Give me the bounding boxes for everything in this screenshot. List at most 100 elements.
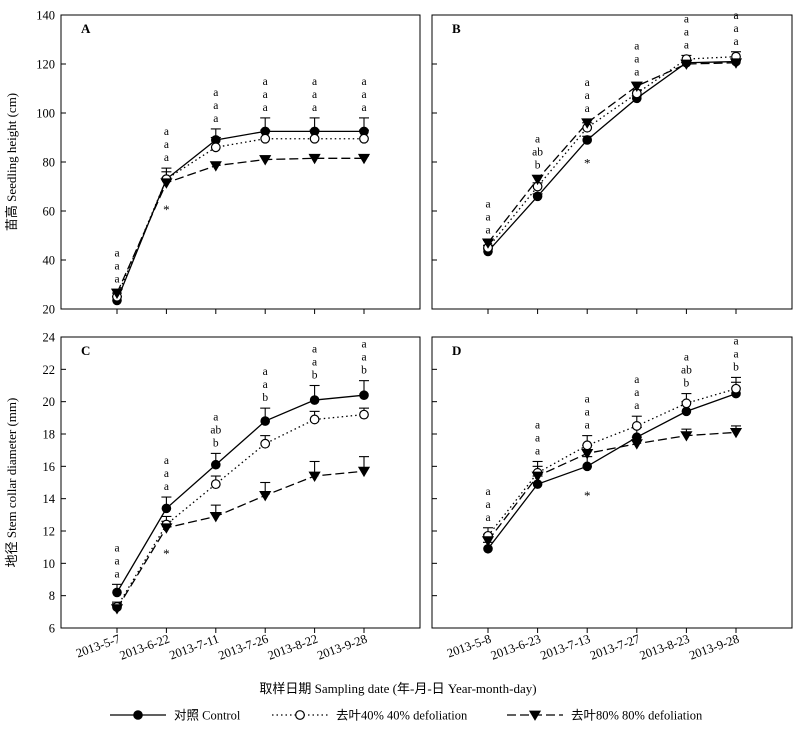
significance-letter: a (164, 468, 169, 480)
significance-letter: a (164, 455, 169, 467)
significance-letter: ab (681, 365, 692, 377)
data-point (260, 438, 271, 449)
significance-letter: a (361, 352, 366, 364)
panel-a: A 20 40 60 80 100 120 140 苗高 Seedling height (cm… (4, 9, 421, 317)
x-tick-label: 2013-7-13 (539, 632, 593, 663)
data-point (359, 133, 369, 144)
data-point (160, 523, 173, 534)
significance-letter: a (114, 542, 119, 554)
data-point (110, 288, 124, 300)
x-tick-label: 2013-6-22 (118, 632, 172, 663)
data-point (630, 81, 643, 92)
data-point (308, 153, 321, 165)
significance-letter: b (361, 365, 367, 377)
y-tick-label: 20 (43, 395, 56, 409)
panel-d: D2013-5-82013-6-232013-7-132013-7-272013… (431, 335, 793, 663)
significance-letter: a (485, 198, 490, 210)
significance-letter: a (733, 335, 738, 347)
x-tick-label: 2013-9-28 (315, 632, 369, 663)
x-tick-label: 2013-6-23 (489, 632, 543, 663)
significance-letter: a (634, 400, 639, 412)
y-axis-title: 苗高 Seedling height (cm) (4, 93, 19, 231)
significance-letter: a (361, 76, 366, 88)
significance-letter: a (164, 481, 169, 493)
significance-letter: a (585, 77, 590, 89)
significance-letter: a (361, 339, 366, 351)
legend: 对照 Control 去叶40% 40% defoliation 去叶80% 80%… (110, 709, 703, 723)
legend-swatch-marker (133, 710, 143, 720)
significance-letter: a (684, 26, 689, 38)
x-tick-label: 2013-7-27 (588, 632, 642, 663)
y-tick-label: 24 (43, 331, 56, 345)
data-point (680, 59, 693, 70)
data-point (110, 604, 124, 615)
significance-letter: a (634, 387, 639, 399)
legend-item: 去叶40% 40% defoliation (272, 709, 468, 723)
data-point (259, 155, 272, 166)
plot-frame (431, 336, 793, 629)
panel-letter: B (452, 21, 461, 36)
series-line (487, 60, 737, 252)
data-point (260, 133, 271, 144)
legend-swatch-marker (295, 710, 305, 720)
y-tick-label: 140 (36, 9, 55, 23)
data-point (309, 133, 320, 144)
significance-star: * (163, 202, 170, 217)
panels: A 20 40 60 80 100 120 140 苗高 Seedling height (cm… (4, 9, 793, 663)
data-point (531, 471, 544, 482)
data-point (260, 416, 271, 426)
y-tick-label: 20 (43, 303, 56, 317)
significance-letter: a (684, 39, 689, 51)
significance-letter: a (213, 87, 218, 99)
data-point (309, 414, 320, 425)
significance-letter: a (634, 53, 639, 65)
legend-swatch-marker (528, 710, 542, 721)
panel-letter: A (81, 21, 91, 36)
x-axis-title: 取样日期 Sampling date (年-月-日 Year-month-day… (259, 681, 536, 696)
legend-item: 去叶80% 80% defoliation (507, 709, 703, 723)
significance-letter: b (213, 437, 219, 449)
series-line (487, 431, 737, 542)
significance-letter: a (263, 366, 268, 378)
data-point (210, 142, 221, 153)
series-2 (483, 51, 741, 249)
series-line (487, 392, 737, 550)
significance-letter: a (312, 344, 317, 356)
data-point (359, 409, 369, 420)
significance-letter: a (263, 76, 268, 88)
significance-letter: a (114, 260, 119, 272)
y-axis-title: 地径 Stem collar diameter (mm) (4, 398, 19, 568)
data-point (481, 238, 495, 249)
y-tick-label: 100 (36, 107, 55, 121)
significance-letter: a (485, 499, 490, 511)
series-3 (483, 425, 741, 542)
data-point (729, 58, 743, 69)
significance-letter: a (263, 102, 268, 114)
significance-letter: a (485, 211, 490, 223)
legend-item: 对照 Control (110, 709, 241, 723)
significance-letter: a (114, 568, 119, 580)
significance-letter: a (164, 126, 169, 138)
series-line (116, 157, 364, 294)
significance-letter: a (535, 419, 540, 431)
data-point (681, 406, 692, 417)
y-tick-label: 120 (36, 58, 55, 72)
significance-letter: b (733, 361, 739, 373)
series-2 (483, 376, 741, 537)
x-tick-label: 2013-8-23 (638, 632, 692, 663)
y-tick-label: 80 (43, 156, 56, 170)
significance-letter: a (312, 357, 317, 369)
significance-letter: a (485, 224, 490, 236)
significance-letter: a (733, 348, 738, 360)
series-line (116, 470, 365, 609)
significance-letter: b (312, 370, 318, 382)
x-tick-label: 2013-9-28 (687, 632, 741, 663)
data-point (112, 587, 122, 598)
series-line (487, 56, 737, 249)
x-tick-label: 2013-8-22 (266, 632, 320, 663)
y-tick-label: 6 (49, 622, 55, 636)
significance-letter: a (585, 420, 590, 432)
data-point (209, 512, 222, 523)
x-tick-label: 2013-7-11 (168, 632, 221, 663)
